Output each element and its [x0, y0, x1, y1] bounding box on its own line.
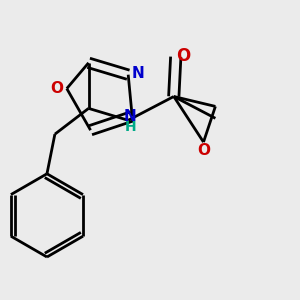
Text: H: H [124, 120, 136, 134]
Text: N: N [124, 109, 136, 124]
Text: O: O [177, 47, 191, 65]
Text: O: O [50, 81, 63, 96]
Text: O: O [197, 143, 210, 158]
Text: N: N [132, 66, 145, 81]
